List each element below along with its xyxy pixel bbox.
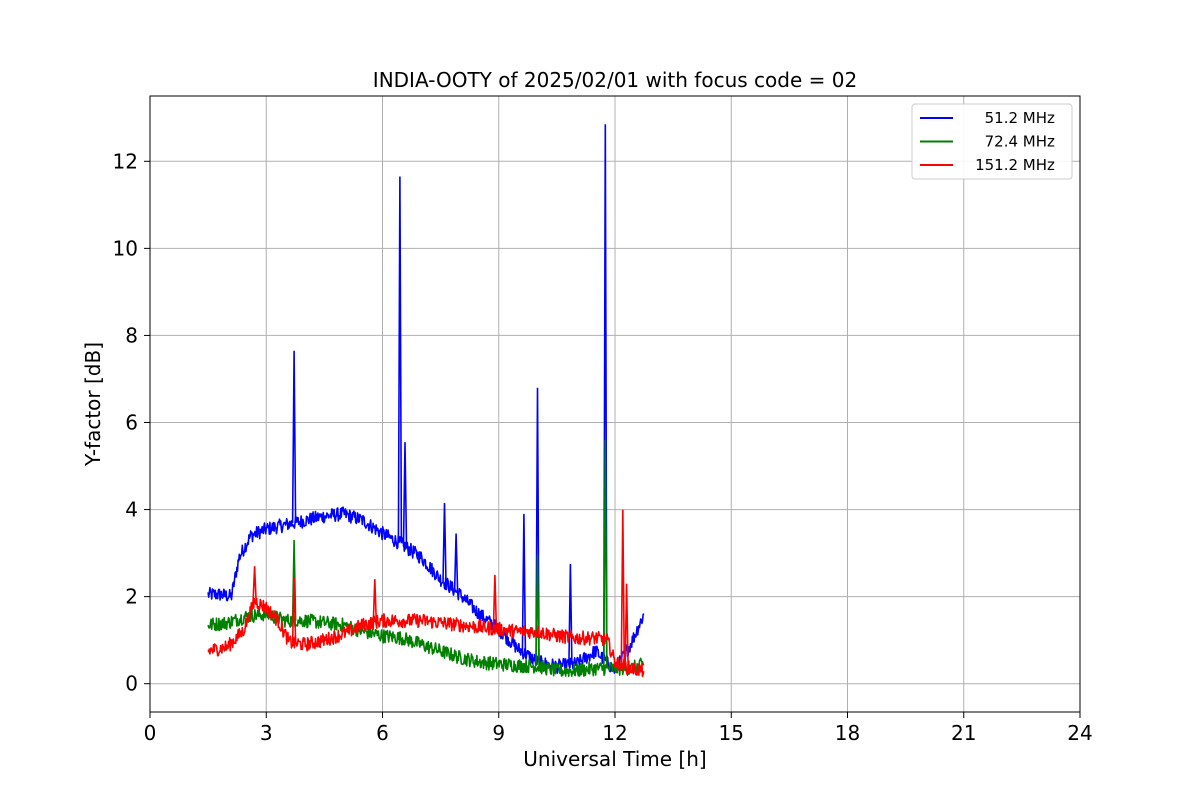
y-axis-label: Y-factor [dB]	[81, 342, 105, 467]
series-spike	[492, 574, 498, 629]
legend-label: 72.4 MHz	[975, 133, 1055, 151]
y-axis-ticks: 0 2 4 6 8 10 12	[113, 149, 150, 696]
legend-label: 51.2 MHz	[975, 109, 1055, 127]
series-spike	[372, 579, 378, 623]
x-tick-label: 21	[951, 721, 976, 745]
series-layer	[207, 124, 645, 678]
series-line	[207, 597, 645, 678]
x-tick-label: 24	[1067, 721, 1092, 745]
legend-label: 151.2 MHz	[975, 156, 1055, 174]
series-spike	[624, 583, 629, 667]
series-spike	[291, 350, 297, 523]
x-tick-label: 9	[492, 721, 505, 745]
legend-box	[911, 103, 1073, 180]
y-tick-label: 6	[125, 411, 138, 435]
series-line	[207, 606, 645, 678]
y-tick-label: 10	[113, 236, 138, 260]
legend: 51.2 MHz 72.4 MHz 151.2 MHz	[911, 103, 1073, 180]
x-tick-label: 12	[602, 721, 627, 745]
x-tick-label: 15	[719, 721, 744, 745]
x-tick-label: 6	[376, 721, 389, 745]
series-2	[207, 509, 645, 678]
x-axis-ticks: 0 3 6 9 12 15 18 21 24	[144, 712, 1093, 745]
x-tick-label: 18	[835, 721, 860, 745]
series-spike	[291, 576, 297, 644]
series-spike	[521, 513, 527, 653]
series-spike	[453, 533, 459, 592]
y-tick-label: 8	[125, 323, 138, 347]
y-tick-label: 2	[125, 585, 138, 609]
grid	[149, 96, 1081, 712]
series-spike	[603, 439, 608, 669]
y-tick-label: 4	[125, 498, 138, 522]
series-spike	[568, 563, 573, 665]
x-tick-label: 0	[144, 721, 157, 745]
series-spike	[402, 442, 408, 547]
y-tick-label: 12	[113, 149, 138, 173]
chart-title: INDIA-OOTY of 2025/02/01 with focus code…	[373, 68, 857, 92]
y-tick-label: 0	[125, 672, 138, 696]
series-spike	[397, 176, 403, 544]
series-spike	[252, 566, 257, 602]
series-0	[207, 124, 645, 674]
series-spike	[442, 502, 447, 583]
x-tick-label: 3	[260, 721, 273, 745]
x-axis-label: Universal Time [h]	[523, 747, 706, 771]
series-spike	[620, 509, 626, 666]
